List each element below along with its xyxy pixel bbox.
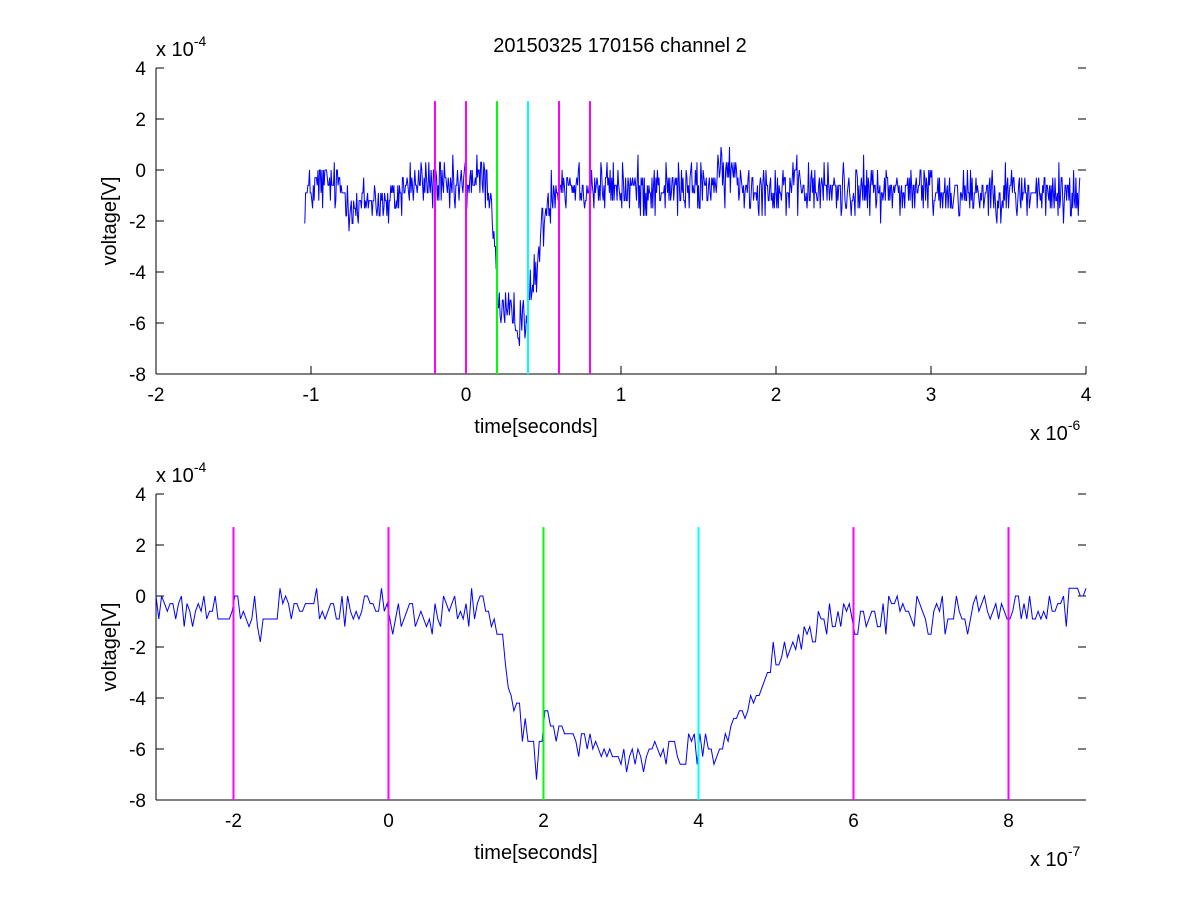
y-tick-label: -4 [129, 689, 146, 710]
x-axis-label: time[seconds] [474, 416, 597, 438]
y-tick-label: -4 [129, 263, 146, 284]
bottom-plot: -8 -6 -4 -2 0 2 4 -2 0 2 4 6 8 time[seconds] voltage[V… [99, 459, 1087, 871]
x-exponent: -6 [1068, 417, 1081, 433]
x-tick-label: 4 [1081, 385, 1092, 406]
y-tick-label: -8 [129, 791, 146, 812]
x-multiplier: x 10 [1030, 849, 1068, 871]
x-tick-label: 8 [1003, 811, 1014, 832]
y-tick-label: -6 [129, 314, 146, 335]
y-tick-label: 2 [135, 536, 146, 557]
x-tick-label: 1 [616, 385, 627, 406]
x-tick-label: 0 [461, 385, 472, 406]
y-tick-label: 2 [135, 110, 146, 131]
x-axis-label: time[seconds] [474, 842, 597, 864]
x-exponent-label: x 10-7 [1030, 843, 1080, 871]
x-tick-label: 2 [538, 811, 549, 832]
y-exponent-label: x 10-4 [156, 33, 206, 61]
x-exponent-label: x 10-6 [1030, 417, 1080, 445]
y-exponent: -4 [194, 33, 207, 49]
y-tick-label: -8 [129, 365, 146, 386]
x-tick-label: -1 [303, 385, 320, 406]
y-tick-label: 4 [135, 59, 146, 80]
x-multiplier: x 10 [1030, 423, 1068, 445]
x-tick-label: -2 [148, 385, 165, 406]
y-tick-label: 0 [135, 161, 146, 182]
y-axis-label: voltage[V] [99, 603, 121, 692]
y-tick-label: 0 [135, 587, 146, 608]
top-plot: -8 -6 -4 -2 0 2 4 -2 -1 0 1 2 3 4 time[seconds] voltage… [99, 33, 1092, 445]
x-tick-label: 4 [693, 811, 704, 832]
x-tick-label: 0 [383, 811, 394, 832]
x-exponent: -7 [1068, 843, 1081, 859]
signal-trace [304, 146, 1081, 346]
y-exponent-label: x 10-4 [156, 459, 206, 487]
y-multiplier: x 10 [156, 39, 194, 61]
x-tick-label: -2 [225, 811, 242, 832]
x-tick-label: 3 [926, 385, 937, 406]
y-tick-label: -2 [129, 638, 146, 659]
y-tick-label: 4 [135, 485, 146, 506]
figure-title: 20150325 170156 channel 2 [493, 35, 747, 57]
y-exponent: -4 [194, 459, 207, 475]
y-multiplier: x 10 [156, 465, 194, 487]
y-tick-label: -6 [129, 740, 146, 761]
signal-trace [155, 587, 1087, 780]
x-tick-label: 2 [771, 385, 782, 406]
y-axis-label: voltage[V] [99, 177, 121, 266]
y-tick-label: -2 [129, 212, 146, 233]
x-tick-label: 6 [848, 811, 859, 832]
